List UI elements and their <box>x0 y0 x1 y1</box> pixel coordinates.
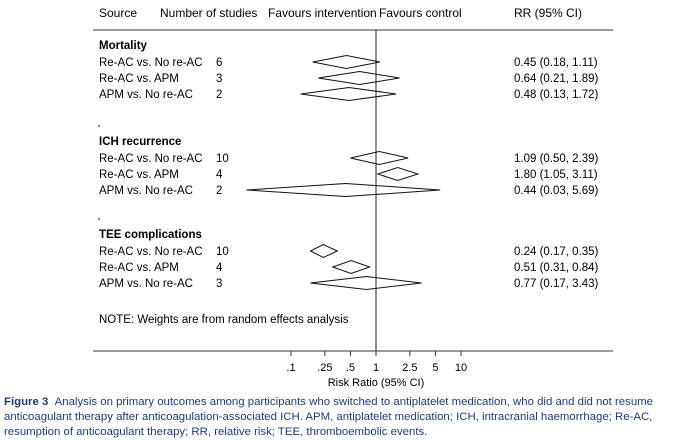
row-studies: 4 <box>216 262 223 274</box>
row-rr-ci: 0.24 (0.17, 0.35) <box>514 246 599 258</box>
row-rr-ci: 0.45 (0.18, 1.11) <box>514 57 598 69</box>
forest-rows: Mortality Re-AC vs. No re-AC 6 0.45 (0.18, … <box>98 40 599 291</box>
group-label: TEE complications <box>99 229 202 241</box>
row-label: APM vs. No re-AC <box>99 185 193 197</box>
group-separator-dot <box>98 218 100 220</box>
row-studies: 6 <box>216 57 222 69</box>
row-studies: 3 <box>216 278 222 290</box>
x-axis-label: Risk Ratio (95% CI) <box>328 377 425 389</box>
row-studies: 4 <box>216 169 223 181</box>
row-rr-ci: 0.48 (0.13, 1.72) <box>514 89 599 101</box>
effect-diamond <box>310 275 422 291</box>
row-rr-ci: 1.80 (1.05, 3.11) <box>514 169 598 181</box>
row-label: APM vs. No re-AC <box>99 89 193 101</box>
effect-diamond <box>376 166 420 182</box>
weights-note: NOTE: Weights are from random effects an… <box>99 314 349 326</box>
row-label: Re-AC vs. APM <box>99 262 179 274</box>
header-favours-control: Favours control <box>379 6 462 20</box>
row-label: Re-AC vs. APM <box>99 169 179 181</box>
row-rr-ci: 0.51 (0.31, 0.84) <box>514 262 599 274</box>
group-label: Mortality <box>99 40 148 52</box>
group-separator-dot <box>98 125 100 127</box>
header-favours-intervention: Favours intervention <box>268 6 377 20</box>
effect-diamond <box>318 70 400 86</box>
row-label: APM vs. No re-AC <box>99 278 193 290</box>
x-tick-label: .5 <box>346 362 355 374</box>
effect-diamond <box>246 182 441 198</box>
row-rr-ci: 0.77 (0.17, 3.43) <box>514 278 599 290</box>
row-label: Re-AC vs. No re-AC <box>99 57 203 69</box>
figure-caption: Figure 3 Analysis on primary outcomes am… <box>4 395 670 440</box>
row-label: Re-AC vs. No re-AC <box>99 153 203 165</box>
row-studies: 10 <box>216 246 229 258</box>
header-source: Source <box>99 6 137 20</box>
row-label: Re-AC vs. APM <box>99 73 179 85</box>
effect-diamond <box>309 243 339 259</box>
effect-diamond <box>300 86 397 102</box>
caption-text: Analysis on primary outcomes among parti… <box>4 396 653 438</box>
effect-diamond <box>350 150 409 166</box>
x-tick-label: 2.5 <box>402 362 417 374</box>
row-studies: 10 <box>216 153 229 165</box>
effect-diamond <box>312 54 380 70</box>
x-tick-label: 10 <box>455 362 467 374</box>
row-studies: 2 <box>216 185 222 197</box>
caption-label: Figure 3 <box>4 396 49 408</box>
row-rr-ci: 0.64 (0.21, 1.89) <box>514 73 599 85</box>
header-studies: Number of studies <box>160 6 257 20</box>
x-tick-label: .1 <box>286 362 295 374</box>
row-rr-ci: 0.44 (0.03, 5.69) <box>514 185 599 197</box>
x-axis-ticks: .1 .25 .5 1 2.5 5 10 <box>286 351 467 374</box>
row-studies: 2 <box>216 89 222 101</box>
x-tick-label: 1 <box>373 362 379 374</box>
effect-diamond <box>331 259 372 275</box>
row-studies: 3 <box>216 73 222 85</box>
forest-plot: Source Number of studies Favours interve… <box>93 6 613 389</box>
x-tick-label: .25 <box>317 362 332 374</box>
row-rr-ci: 1.09 (0.50, 2.39) <box>514 153 599 165</box>
x-tick-label: 5 <box>432 362 438 374</box>
group-label: ICH recurrence <box>99 136 181 148</box>
header-rr: RR (95% CI) <box>514 6 582 20</box>
row-label: Re-AC vs. No re-AC <box>99 246 203 258</box>
